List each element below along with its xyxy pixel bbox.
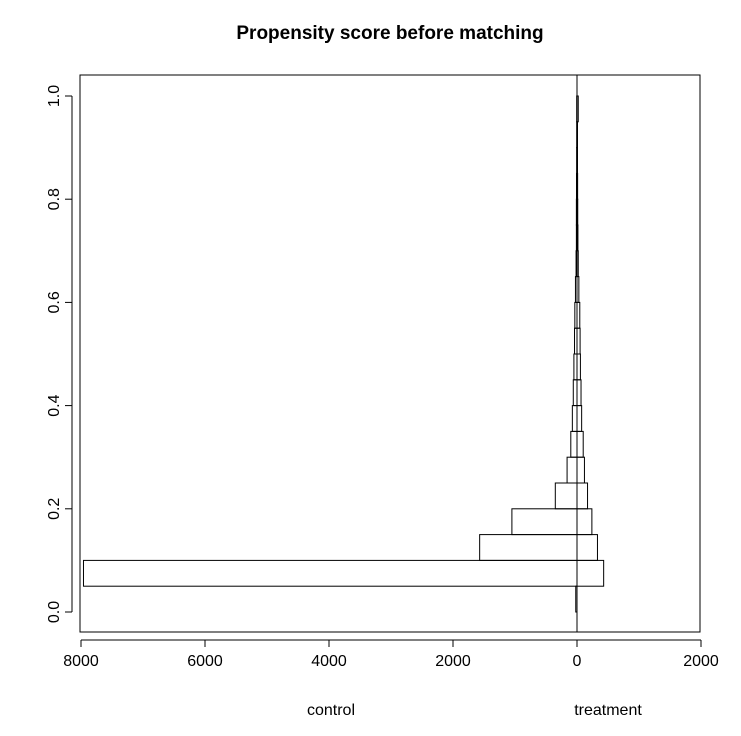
bars-group xyxy=(82,95,605,613)
y-tick-label: 0.6 xyxy=(46,291,63,313)
group-label-control: control xyxy=(307,702,355,719)
bar-treatment xyxy=(576,508,593,536)
x-tick-label: 2000 xyxy=(435,653,471,670)
y-tick-label: 0.8 xyxy=(46,188,63,210)
bar-control xyxy=(511,508,578,536)
x-tick-label: 0 xyxy=(573,653,582,670)
bar-control xyxy=(82,559,578,587)
bar-treatment xyxy=(576,534,598,561)
x-tick-label: 4000 xyxy=(311,653,347,670)
x-axis: 8000 6000 4000 2000 0 2000 xyxy=(63,639,719,670)
bar-control xyxy=(570,430,578,458)
bar-treatment xyxy=(576,430,584,458)
x-tick-label: 8000 xyxy=(63,653,99,670)
bar-treatment xyxy=(576,405,583,432)
bar-control xyxy=(479,534,578,561)
group-label-treatment: treatment xyxy=(574,702,642,719)
bar-treatment xyxy=(576,456,585,484)
chart-title: Propensity score before matching xyxy=(236,23,543,44)
bar-control xyxy=(572,379,578,407)
y-tick-label: 1.0 xyxy=(46,85,63,107)
bar-treatment xyxy=(576,482,589,510)
bar-control xyxy=(571,405,578,432)
bar-control xyxy=(566,456,578,484)
bar-control xyxy=(554,482,578,510)
bar-treatment xyxy=(576,559,605,587)
x-tick-label: 2000 xyxy=(683,653,719,670)
x-tick-label: 6000 xyxy=(187,653,223,670)
y-axis: 0.0 0.2 0.4 0.6 0.8 1.0 xyxy=(46,85,73,623)
y-tick-label: 0.4 xyxy=(46,394,63,416)
bar-treatment xyxy=(576,379,582,407)
y-tick-label: 0.2 xyxy=(46,498,63,520)
plot-frame xyxy=(79,74,701,633)
y-tick-label: 0.0 xyxy=(46,601,63,623)
bar-treatment xyxy=(576,353,581,381)
